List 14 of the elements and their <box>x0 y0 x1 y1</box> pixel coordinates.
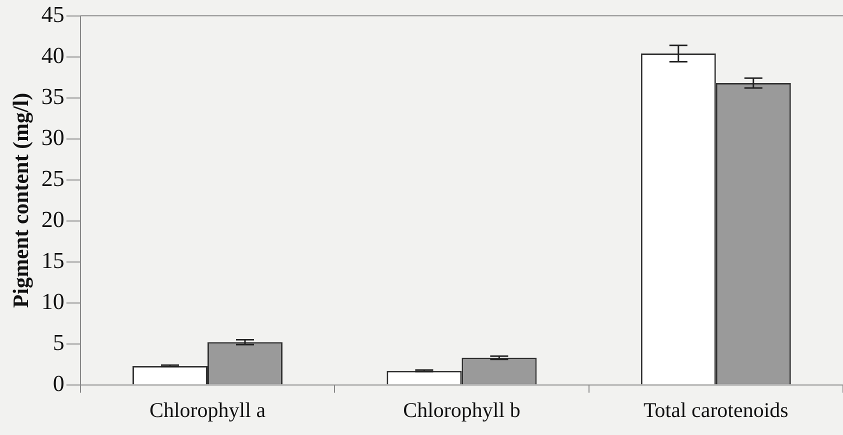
x-tick-label: Total carotenoids <box>643 398 788 422</box>
y-tick-label: 5 <box>52 330 64 355</box>
y-tick-label: 20 <box>41 206 64 232</box>
x-tick-label: Chlorophyll a <box>149 398 266 422</box>
y-tick-label: 15 <box>41 248 64 273</box>
y-tick-label: 10 <box>41 288 64 314</box>
x-tick-label: Chlorophyll b <box>403 398 520 422</box>
y-tick-label: 0 <box>52 370 64 396</box>
y-tick-label: 30 <box>41 124 64 150</box>
y-tick-label: 40 <box>41 42 64 68</box>
y-tick-label: 25 <box>41 166 64 191</box>
y-axis-title: Pigment content (mg/l) <box>8 92 33 308</box>
y-tick-label: 45 <box>41 2 64 27</box>
y-tick-label: 35 <box>41 84 64 109</box>
